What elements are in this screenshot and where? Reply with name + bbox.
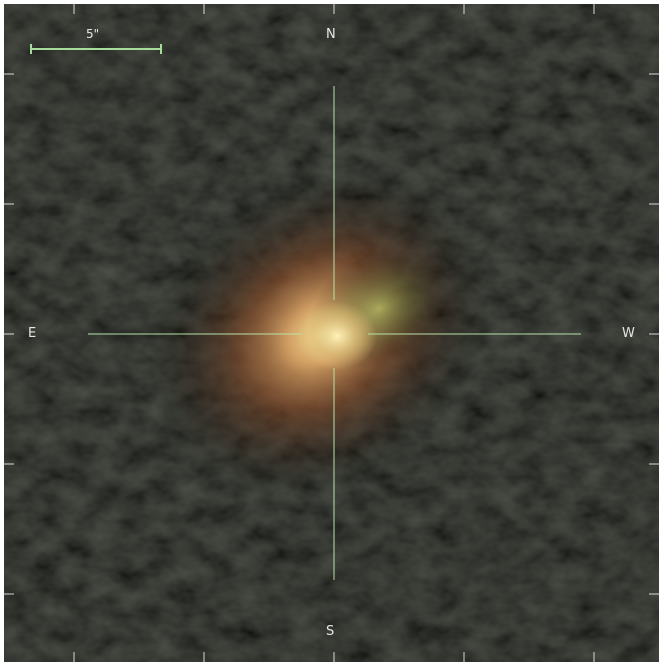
edge-ticks bbox=[4, 4, 659, 662]
compass-west-label: W bbox=[622, 326, 635, 341]
compass-east-label: E bbox=[28, 326, 37, 341]
scale-bar bbox=[30, 44, 162, 54]
crosshair bbox=[88, 86, 581, 580]
scale-bar-label: 5" bbox=[86, 27, 100, 41]
compass-north-label: N bbox=[326, 27, 336, 42]
compass-south-label: S bbox=[326, 624, 335, 639]
sky-image bbox=[4, 4, 659, 662]
sky-image-viewer[interactable]: 5" N S E W bbox=[4, 4, 659, 662]
object-core bbox=[297, 302, 377, 370]
